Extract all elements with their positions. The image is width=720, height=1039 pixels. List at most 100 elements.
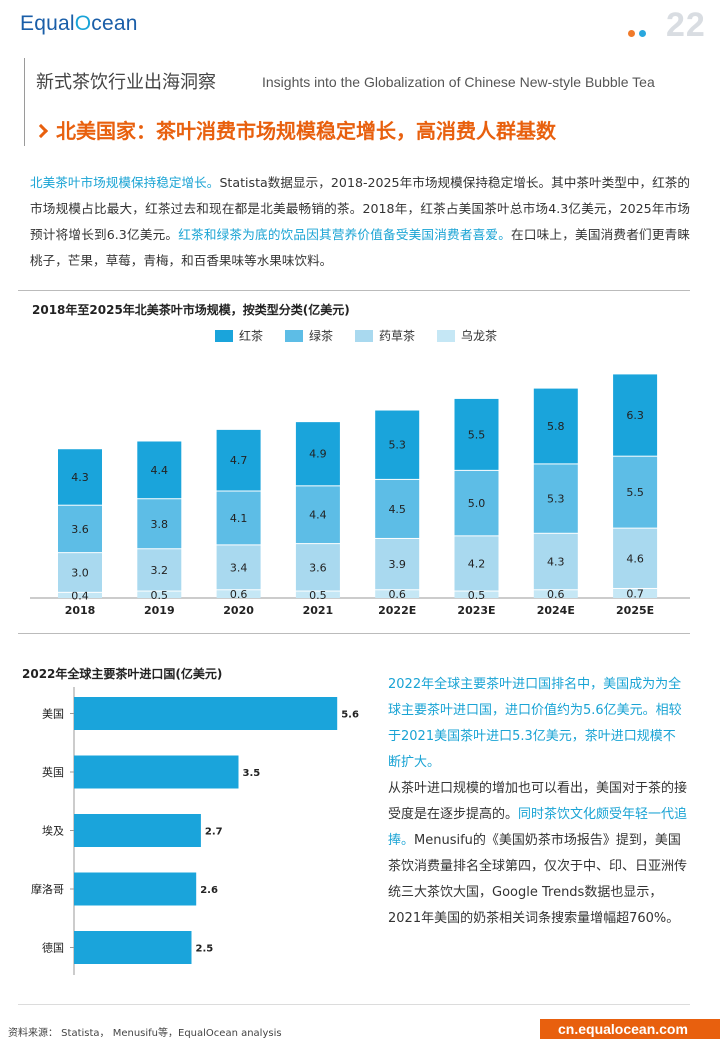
orange-dot-icon (628, 30, 635, 37)
bar (74, 697, 338, 730)
data-label: 0.5 (468, 589, 486, 602)
bar-segment (216, 491, 261, 545)
data-label: 4.3 (547, 556, 565, 569)
stacked-bar-chart: 0.4 3.0 3.6 4.3 2018 0.5 3.2 3.8 4.4 2019 0.6 3.4 4.… (30, 374, 690, 617)
legend-label: 绿茶 (309, 329, 334, 343)
data-label: 3.6 (71, 523, 89, 536)
chart1-title: 2018年至2025年北美茶叶市场规模，按类型分类(亿美元) (32, 303, 350, 317)
intro-text-1: Statista数据显示，2018-2025年市场规模保持稳定增长。其中茶叶类型… (30, 175, 691, 242)
legend-swatch (355, 329, 374, 342)
right-highlight-1: 2022年全球主要茶叶进口国排名中，美国成为为全球主要茶叶进口国，进口价值约为5… (388, 677, 682, 770)
data-label: 5.5 (468, 428, 486, 441)
legend-label: 乌龙茶 (461, 329, 498, 343)
x-tick-label: 2022E (378, 604, 416, 617)
bar-segment (137, 499, 182, 549)
data-label: 6.3 (626, 409, 644, 422)
x-tick-label: 2024E (537, 604, 575, 617)
bar-segment (533, 464, 578, 533)
header-vertical-line (24, 58, 25, 146)
bar-segment (295, 422, 340, 486)
x-tick-label: 2025E (616, 604, 654, 617)
data-label: 0.6 (230, 588, 248, 601)
x-tick-label: 2018 (65, 604, 96, 617)
bar-segment (58, 505, 102, 553)
bar-segment (216, 429, 261, 491)
data-label: 2.6 (200, 885, 218, 896)
y-tick-label: 摩洛哥 (31, 882, 64, 896)
y-tick-label: 美国 (42, 708, 64, 721)
footer-bar (540, 1019, 720, 1039)
bar-segment (295, 591, 340, 598)
data-label: 4.9 (309, 448, 327, 461)
bar-segment (375, 479, 420, 538)
data-label: 3.4 (230, 561, 248, 574)
bar-segment (137, 591, 182, 598)
section-headline: 北美国家：茶叶消费市场规模稳定增长，高消费人群基数 (33, 115, 556, 144)
data-label: 0.7 (626, 587, 644, 600)
legend-swatch (285, 329, 304, 342)
bar-segment (454, 591, 499, 598)
intro-paragraph: 北美茶叶市场规模保持稳定增长。Statista数据显示，2018-2025年市场… (30, 170, 690, 274)
bar-segment (375, 410, 420, 479)
blue-dot-icon (639, 30, 646, 37)
data-label: 4.5 (388, 503, 406, 516)
data-label: 0.5 (309, 589, 327, 602)
bar-segment (375, 538, 420, 590)
data-label: 0.4 (71, 589, 89, 602)
data-label: 4.6 (626, 552, 644, 565)
divider-bottom (18, 1004, 690, 1005)
bar-segment (613, 528, 658, 588)
bar-segment (137, 441, 182, 499)
data-label: 0.6 (388, 588, 406, 601)
data-label: 3.6 (309, 561, 327, 574)
x-tick-label: 2023E (457, 604, 495, 617)
bar-segment (613, 374, 658, 456)
data-label: 3.0 (71, 566, 89, 579)
intro-text-2: 在口味上，美国消费者们更青睐桃子，芒果，草莓，青梅，和百香果味等水果味饮料。 (30, 227, 691, 268)
footer-source: 资料来源： Statista， Menusifu等，EqualOcean ana… (8, 1028, 282, 1039)
bar (74, 755, 239, 789)
legend-swatch (437, 329, 456, 342)
legend-item: 绿茶 (285, 327, 333, 344)
bar-segment (533, 590, 578, 598)
bar-segment (295, 486, 340, 544)
bar-segment (137, 549, 182, 591)
bar-segment (533, 388, 578, 464)
data-label: 3.8 (151, 518, 169, 531)
horizontal-bar-chart: 美国 5.6 英国 3.5 埃及 2.7 摩洛哥 2.6 德国 2.5 (31, 687, 359, 975)
footer-url-link[interactable]: cn.equalocean.com (558, 1021, 688, 1037)
data-label: 2.7 (205, 827, 223, 838)
bar-segment (454, 398, 499, 470)
intro-highlight-2: 红茶和绿茶为底的饮品因其营养价值备受美国消费者喜爱。 (178, 227, 512, 242)
x-tick-label: 2021 (303, 604, 334, 617)
chart2-title: 2022年全球主要茶叶进口国(亿美元) (22, 667, 223, 681)
data-label: 4.3 (71, 471, 89, 484)
decorative-dots (628, 22, 650, 41)
divider-middle (18, 633, 690, 634)
chevron-right-icon (33, 123, 49, 139)
y-tick-label: 埃及 (42, 824, 64, 838)
divider-top (18, 290, 690, 291)
data-label: 5.5 (626, 486, 644, 499)
legend-item: 红茶 (215, 327, 263, 344)
bar-segment (454, 536, 499, 591)
x-tick-label: 2019 (144, 604, 175, 617)
bar-segment (613, 456, 658, 528)
data-label: 4.7 (230, 454, 248, 467)
legend-label: 药草茶 (379, 329, 416, 343)
data-label: 3.5 (243, 768, 261, 779)
x-tick-label: 2020 (223, 604, 254, 617)
right-text-2: 从茶叶进口规模的增加也可以看出，美国对于茶的接受度是在逐步提高的。 (388, 781, 688, 822)
legend-label: 红茶 (239, 329, 264, 343)
data-label: 5.3 (547, 493, 565, 506)
data-label: 5.0 (468, 497, 486, 510)
bar-segment (613, 588, 658, 598)
y-tick-label: 英国 (42, 765, 64, 779)
chart1-legend: 红茶 绿茶 药草茶 乌龙茶 (215, 327, 519, 344)
bar-segment (216, 545, 261, 590)
data-label: 4.1 (230, 512, 248, 525)
legend-swatch (215, 329, 233, 342)
data-label: 5.6 (341, 710, 359, 721)
right-highlight-3: 同时茶饮文化颇受年轻一代追捧。 (388, 807, 688, 848)
right-text-4: Menusifu的《美国奶茶市场报告》提到，美国茶饮消费量排名全球第四，仅次于中… (388, 833, 688, 926)
